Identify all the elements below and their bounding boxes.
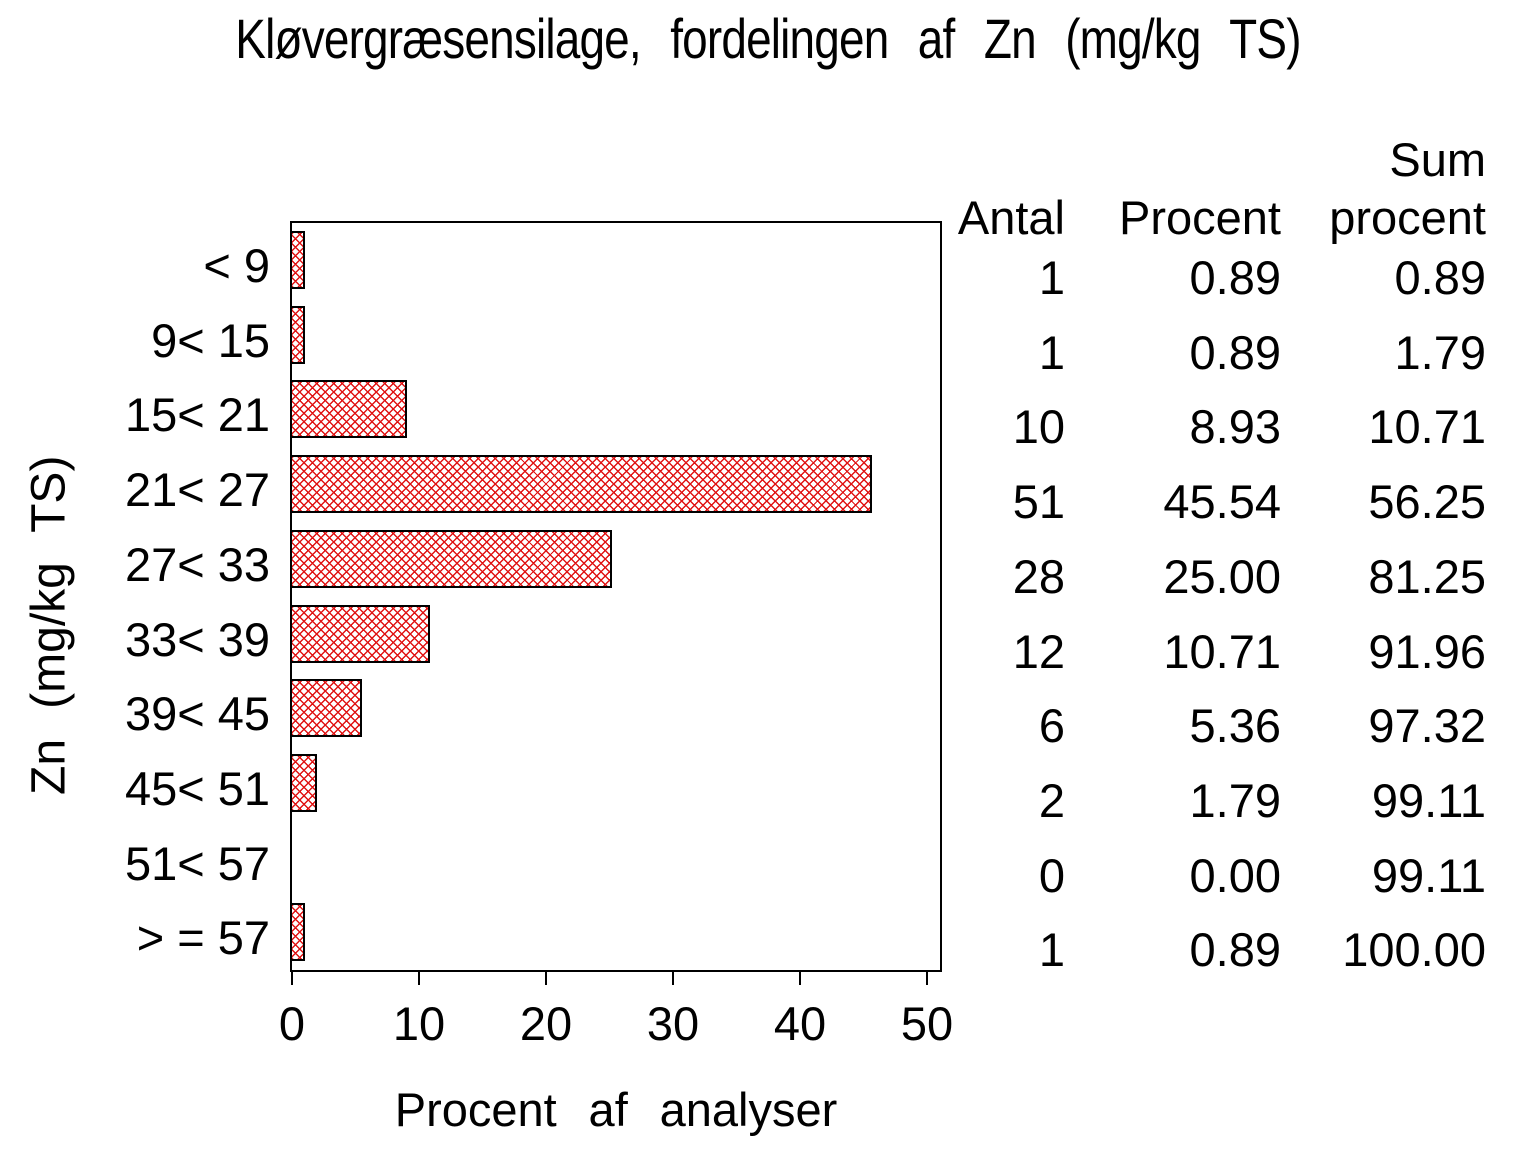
category-label: 15< 21 bbox=[124, 388, 270, 441]
table-cell-antal: 0 bbox=[1038, 849, 1065, 902]
table-header-procent: Procent bbox=[1119, 191, 1281, 244]
bar bbox=[290, 380, 407, 439]
bar bbox=[290, 679, 362, 738]
table-cell-sum-procent: 81.25 bbox=[1368, 550, 1486, 603]
category-label: 45< 51 bbox=[124, 762, 270, 815]
table-row: 1 0.89 0.89 bbox=[0, 250, 1486, 306]
table-cell-procent: 25.00 bbox=[1163, 550, 1281, 603]
table-cell-antal: 1 bbox=[1038, 326, 1065, 379]
table-cell-sum-procent: 1.79 bbox=[1394, 326, 1486, 379]
table-cell-antal: 28 bbox=[1012, 550, 1065, 603]
x-axis-tick bbox=[799, 970, 801, 985]
table-cell-sum-procent: 56.25 bbox=[1368, 475, 1486, 528]
table-cell-antal: 6 bbox=[1038, 699, 1065, 752]
table-header-sum-line1: Sum bbox=[1389, 133, 1486, 186]
table-cell-antal: 12 bbox=[1012, 625, 1065, 678]
table-cell-procent: 0.89 bbox=[1189, 251, 1281, 304]
x-axis-tick bbox=[291, 970, 293, 985]
table-cell-sum-procent: 99.11 bbox=[1371, 774, 1486, 827]
table-cell-antal: 10 bbox=[1012, 400, 1065, 453]
table-row: 2 1.79 99.11 bbox=[0, 773, 1486, 829]
x-axis-label: Procent af analyser bbox=[394, 1083, 838, 1136]
table-cell-antal: 51 bbox=[1012, 475, 1065, 528]
table-cell-sum-procent: 99.11 bbox=[1371, 849, 1486, 902]
bar bbox=[290, 455, 872, 514]
table-row: 10 8.93 10.71 bbox=[0, 399, 1486, 455]
table-cell-sum-procent: 10.71 bbox=[1368, 400, 1486, 453]
x-axis-tick-label: 10 bbox=[392, 997, 446, 1050]
category-label: < 9 bbox=[203, 239, 270, 292]
table-cell-sum-procent: 0.89 bbox=[1394, 251, 1486, 304]
table-header-sum-line2: procent bbox=[1329, 191, 1486, 244]
table-cell-procent: 0.00 bbox=[1189, 849, 1281, 902]
table-row: 12 10.71 91.96 bbox=[0, 624, 1486, 680]
x-axis-tick-label: 0 bbox=[278, 997, 306, 1050]
x-axis-tick bbox=[545, 970, 547, 985]
x-axis-tick bbox=[926, 970, 928, 985]
table-header-row-1: Sum bbox=[0, 132, 1486, 188]
table-header-row-2: Antal Procent procent bbox=[0, 190, 1486, 246]
table-cell-sum-procent: 97.32 bbox=[1368, 699, 1486, 752]
category-label: > = 57 bbox=[136, 911, 270, 964]
bar bbox=[290, 305, 305, 364]
table-row: 51 45.54 56.25 bbox=[0, 474, 1486, 530]
table-cell-sum-procent: 91.96 bbox=[1368, 625, 1486, 678]
x-axis-tick-label: 40 bbox=[773, 997, 827, 1050]
category-label: 39< 45 bbox=[124, 687, 270, 740]
category-label: 33< 39 bbox=[124, 613, 270, 666]
category-label: 51< 57 bbox=[124, 837, 270, 890]
x-axis-tick-label: 50 bbox=[900, 997, 954, 1050]
bar bbox=[290, 604, 430, 663]
table-row: 6 5.36 97.32 bbox=[0, 698, 1486, 754]
table-cell-procent: 5.36 bbox=[1189, 699, 1281, 752]
bar bbox=[290, 529, 612, 588]
table-row: 1 0.89 100.00 bbox=[0, 922, 1486, 978]
table-row: 1 0.89 1.79 bbox=[0, 325, 1486, 381]
table-cell-procent: 10.71 bbox=[1163, 625, 1281, 678]
table-cell-procent: 8.93 bbox=[1189, 400, 1281, 453]
x-axis-tick-label: 20 bbox=[519, 997, 573, 1050]
table-cell-antal: 1 bbox=[1038, 923, 1065, 976]
x-axis-tick bbox=[672, 970, 674, 985]
chart-title: Kløvergræsensilage, fordelingen af Zn (m… bbox=[235, 7, 1301, 70]
table-cell-antal: 2 bbox=[1038, 774, 1065, 827]
x-axis-tick-label: 30 bbox=[646, 997, 700, 1050]
table-cell-sum-procent: 100.00 bbox=[1342, 923, 1486, 976]
plot-area bbox=[290, 221, 942, 972]
category-label: 21< 27 bbox=[124, 463, 270, 516]
table-cell-procent: 0.89 bbox=[1189, 326, 1281, 379]
bar bbox=[290, 231, 305, 289]
table-cell-procent: 45.54 bbox=[1163, 475, 1281, 528]
category-label: 27< 33 bbox=[124, 538, 270, 591]
category-label: 9< 15 bbox=[151, 314, 270, 367]
table-row: 0 0.00 99.11 bbox=[0, 848, 1486, 904]
x-axis-tick bbox=[418, 970, 420, 985]
table-row: 28 25.00 81.25 bbox=[0, 549, 1486, 605]
table-header-antal: Antal bbox=[957, 191, 1065, 244]
bar bbox=[290, 903, 305, 962]
table-cell-procent: 0.89 bbox=[1189, 923, 1281, 976]
bar bbox=[290, 753, 317, 812]
table-cell-procent: 1.79 bbox=[1189, 774, 1281, 827]
table-cell-antal: 1 bbox=[1038, 251, 1065, 304]
